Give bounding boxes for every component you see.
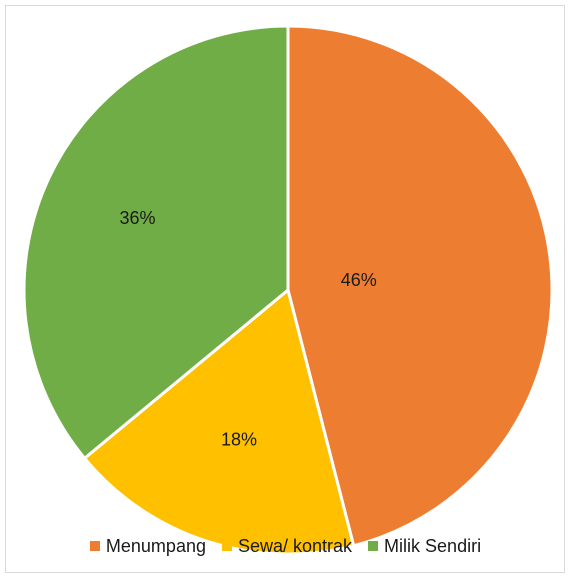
legend-item-menumpang: Menumpang <box>89 535 206 557</box>
pie-slices <box>22 24 554 556</box>
pie-slice-milik-sendiri <box>22 24 290 460</box>
legend-item-sewa-kontrak: Sewa/ kontrak <box>221 535 353 557</box>
legend-item-milik-sendiri: Milik Sendiri <box>368 536 481 557</box>
legend-swatch-sewa-kontrak <box>221 541 232 551</box>
data-label-menumpang: 46% <box>341 270 377 290</box>
pie-data-labels: 46% 18% 36% <box>119 208 376 449</box>
data-label-milik-sendiri: 36% <box>119 208 155 228</box>
legend-swatch-milik-sendiri <box>368 541 379 551</box>
legend-label-milik-sendiri: Milik Sendiri <box>384 535 482 556</box>
pie-slice-sewa-kontrak <box>83 288 356 556</box>
legend-swatch-menumpang <box>89 541 100 551</box>
legend-label-menumpang: Menumpang <box>105 535 206 556</box>
legend-label-sewa-kontrak: Sewa/ kontrak <box>237 535 353 556</box>
data-label-sewa-kontrak: 18% <box>221 429 257 449</box>
pie-slice-menumpang <box>286 24 554 548</box>
legend: Menumpang Sewa/ kontrak Milik Sendiri <box>0 534 571 558</box>
